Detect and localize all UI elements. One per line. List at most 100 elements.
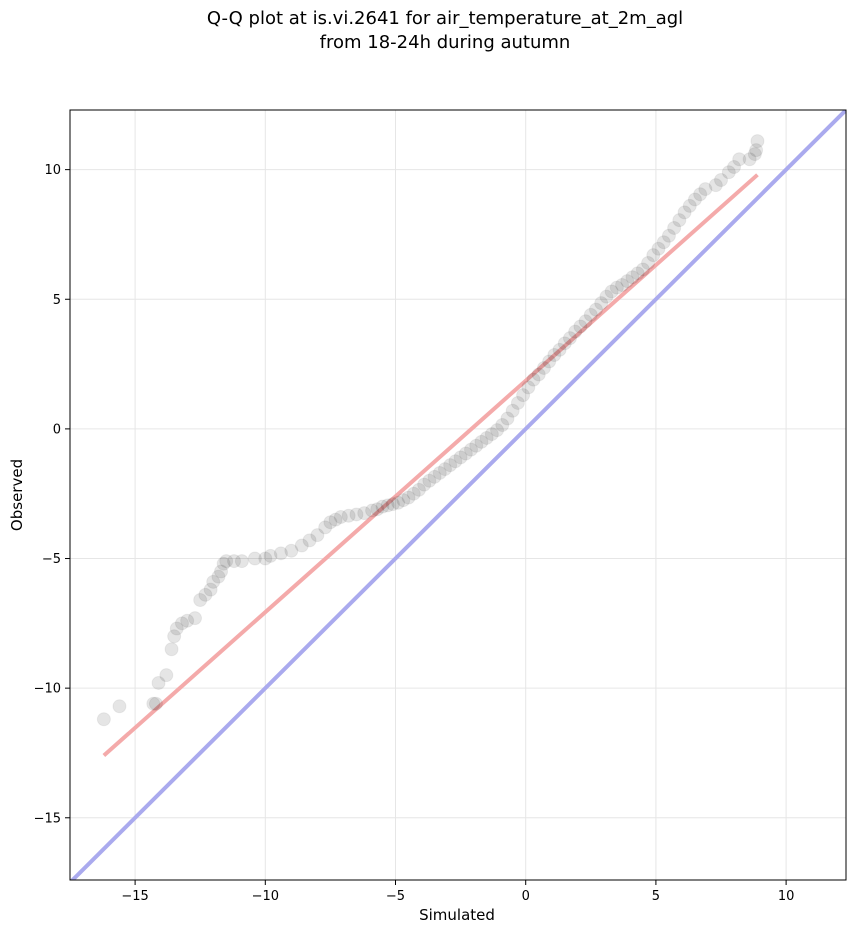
- quantile-point: [687, 192, 702, 207]
- quantile-point: [536, 360, 551, 375]
- quantile-point: [620, 274, 635, 289]
- quantile-point: [148, 696, 163, 711]
- quantile-point: [531, 367, 546, 382]
- quantile-point: [164, 642, 179, 657]
- quantile-point: [635, 262, 650, 277]
- quantile-point: [422, 473, 437, 488]
- quantile-point: [651, 241, 666, 256]
- quantile-point: [721, 165, 736, 180]
- quantile-point: [453, 450, 468, 465]
- quantile-point: [284, 543, 299, 558]
- quantile-point: [333, 510, 348, 525]
- quantile-point: [198, 587, 213, 602]
- quantile-point: [747, 147, 762, 162]
- quantile-point: [479, 430, 494, 445]
- y-tick-label: 10: [44, 163, 61, 178]
- quantile-point: [294, 538, 309, 553]
- quantile-point: [458, 446, 473, 461]
- quantile-point: [247, 551, 262, 566]
- quantile-point: [714, 173, 729, 187]
- quantile-point: [417, 477, 432, 492]
- quantile-point: [589, 302, 604, 317]
- quantile-point: [495, 418, 510, 432]
- quantile-point: [521, 380, 536, 395]
- quantile-point: [263, 548, 278, 563]
- quantile-point: [727, 160, 742, 175]
- x-tick-label: −15: [121, 889, 148, 904]
- quantile-point: [583, 307, 598, 322]
- quantile-point: [656, 235, 671, 250]
- quantile-point: [273, 546, 288, 561]
- quantile-point: [328, 512, 343, 527]
- quantile-point: [505, 403, 520, 418]
- quantile-point: [510, 395, 525, 410]
- reference-lines: [70, 110, 846, 880]
- quantile-point: [370, 502, 385, 517]
- y-tick-label: −10: [34, 682, 61, 697]
- quantile-point: [169, 621, 184, 636]
- quantile-point: [641, 255, 656, 270]
- quantile-point: [375, 499, 390, 514]
- quantile-point: [385, 497, 400, 512]
- quantile-point: [323, 515, 338, 530]
- quantile-point: [159, 668, 174, 683]
- quantile-point: [682, 198, 697, 213]
- quantile-point: [609, 280, 624, 295]
- quantile-point: [211, 569, 226, 584]
- quantile-point: [396, 493, 411, 508]
- quantile-point: [698, 182, 713, 197]
- y-tick-label: 5: [53, 293, 61, 308]
- quantile-point: [667, 220, 682, 235]
- quantile-point: [401, 490, 416, 505]
- quantile-point: [193, 593, 208, 607]
- quantile-point: [219, 554, 234, 569]
- quantile-point: [693, 187, 708, 202]
- quantile-point: [349, 507, 364, 522]
- quantile-point: [578, 314, 593, 329]
- quantile-point: [216, 556, 231, 571]
- quantile-point: [750, 134, 765, 149]
- quantile-point: [542, 354, 557, 369]
- quantile-point: [732, 152, 747, 167]
- quantile-point: [677, 205, 692, 220]
- quantile-point: [112, 699, 127, 714]
- quantile-point: [174, 616, 189, 631]
- quantile-point: [547, 348, 562, 362]
- quantile-point: [526, 372, 541, 387]
- x-tick-label: 5: [652, 889, 660, 904]
- quantile-point: [151, 675, 166, 690]
- quantile-point: [380, 498, 395, 513]
- y-tick-label: −15: [34, 811, 61, 826]
- quantile-point: [234, 554, 249, 569]
- quantile-point: [406, 486, 421, 501]
- fit-line: [102, 173, 759, 758]
- quantile-points: [96, 134, 765, 727]
- quantile-point: [443, 458, 458, 473]
- quantile-point: [96, 712, 111, 727]
- quantile-point: [708, 178, 723, 193]
- quantile-point: [318, 520, 333, 535]
- quantile-point: [206, 574, 221, 589]
- grid-lines: [70, 110, 846, 880]
- quantile-point: [615, 278, 630, 292]
- quantile-point: [341, 508, 356, 523]
- quantile-point: [187, 611, 202, 626]
- y-tick-label: 0: [53, 422, 61, 437]
- chart-title: Q-Q plot at is.vi.2641 for air_temperatu…: [207, 8, 683, 29]
- plot-frame: [69, 109, 847, 881]
- quantile-point: [568, 324, 583, 339]
- x-tick-label: 10: [778, 889, 795, 904]
- identity-line: [70, 110, 846, 880]
- x-axis-label: Simulated: [419, 906, 495, 924]
- quantile-point: [630, 266, 645, 281]
- quantile-point: [437, 462, 452, 477]
- quantile-point: [391, 495, 406, 510]
- quantile-point: [427, 469, 442, 484]
- quantile-point: [552, 342, 567, 357]
- quantile-point: [214, 564, 229, 579]
- quantile-point: [203, 582, 218, 597]
- quantile-point: [146, 696, 161, 711]
- quantile-point: [464, 442, 479, 457]
- chart-subtitle: from 18-24h during autumn: [320, 32, 571, 53]
